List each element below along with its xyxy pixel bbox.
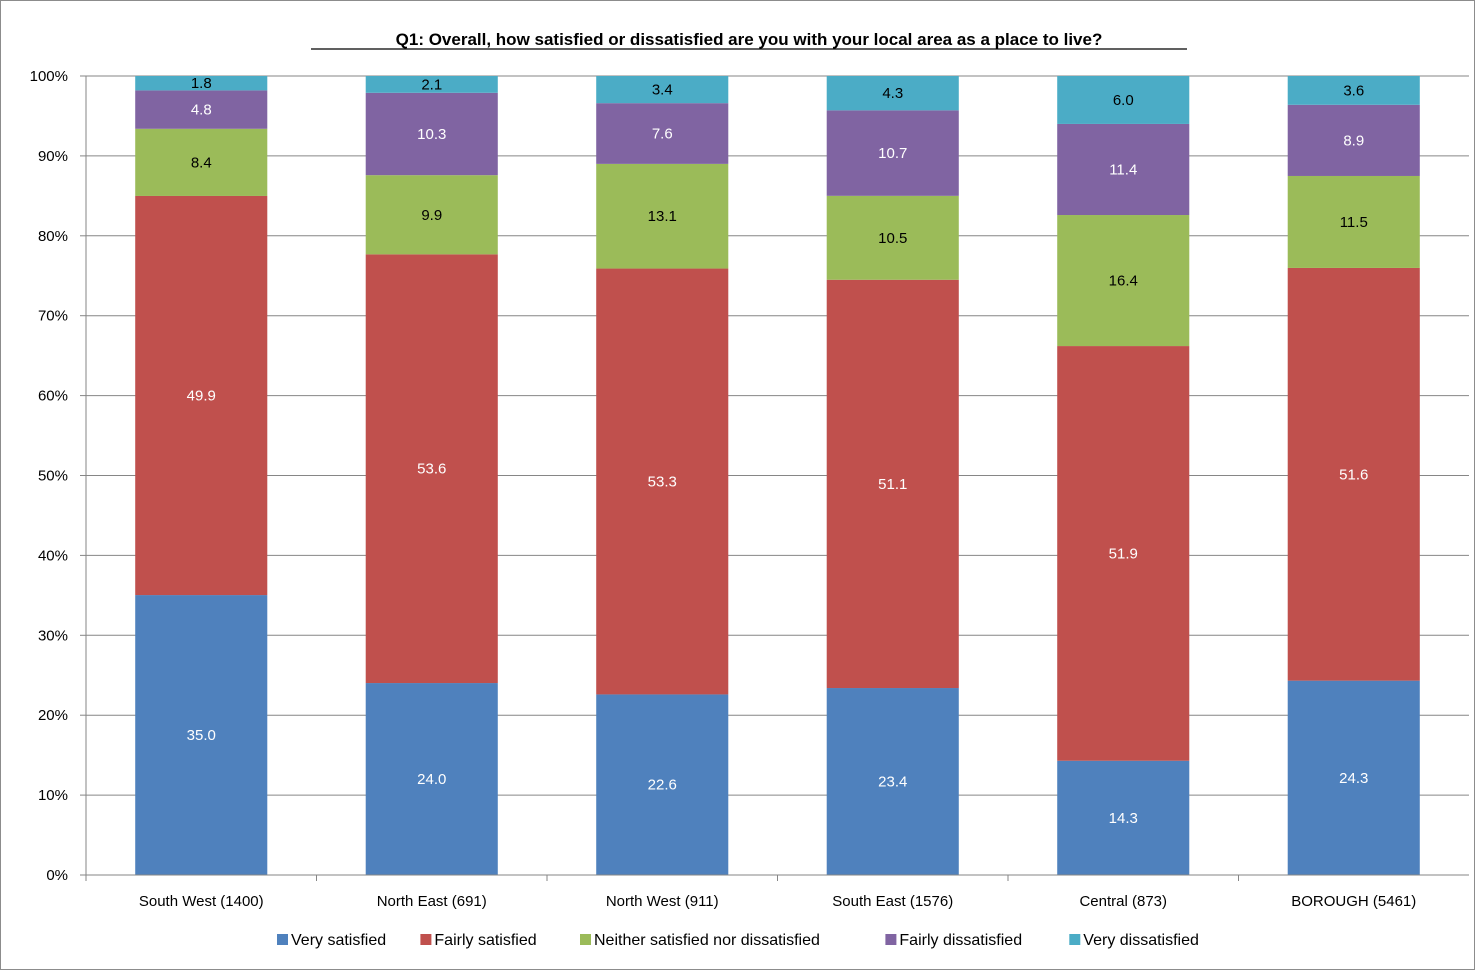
x-tick-label: Central (873) bbox=[1079, 893, 1167, 910]
x-tick-label: BOROUGH (5461) bbox=[1291, 893, 1416, 910]
y-tick-label: 0% bbox=[46, 867, 68, 884]
legend-swatch-very-satisfied bbox=[277, 934, 288, 945]
bar-segment-neither-satisfied-nor-dissatisfied bbox=[826, 195, 959, 280]
data-label: 10.5 bbox=[878, 230, 907, 247]
bar-segment-neither-satisfied-nor-dissatisfied bbox=[365, 175, 498, 255]
data-label: 7.6 bbox=[652, 126, 673, 143]
legend-label-neither-satisfied-nor-dissatisfied: Neither satisfied nor dissatisfied bbox=[594, 932, 820, 949]
data-label: 4.3 bbox=[882, 85, 903, 102]
bar-segment-fairly-dissatisfied bbox=[596, 103, 729, 164]
data-label: 53.3 bbox=[648, 473, 677, 490]
data-label: 4.8 bbox=[191, 102, 212, 119]
data-label: 23.4 bbox=[878, 774, 907, 791]
y-tick-label: 70% bbox=[38, 308, 68, 325]
bar-segment-very-dissatisfied bbox=[1057, 76, 1190, 124]
axes bbox=[80, 75, 1469, 876]
legend: Very satisfied Fairly satisfied Neither sa… bbox=[277, 932, 1199, 949]
legend-label-fairly-satisfied: Fairly satisfied bbox=[434, 932, 536, 949]
y-tick-label: 50% bbox=[38, 468, 68, 485]
data-label: 11.4 bbox=[1109, 161, 1137, 178]
data-label: 6.0 bbox=[1113, 92, 1134, 109]
data-label: 22.6 bbox=[648, 777, 677, 794]
x-tick-label: North East (691) bbox=[377, 893, 487, 910]
bar-segment-fairly-dissatisfied bbox=[365, 92, 498, 176]
bar-segment-fairly-dissatisfied bbox=[1057, 123, 1190, 216]
data-label: 24.0 bbox=[417, 771, 446, 788]
legend-label-very-satisfied: Very satisfied bbox=[291, 932, 386, 949]
data-label: 10.3 bbox=[417, 126, 446, 143]
bar-segment-fairly-satisfied bbox=[1287, 267, 1420, 681]
bar-segment-very-satisfied bbox=[365, 683, 498, 875]
legend-label-fairly-dissatisfied: Fairly dissatisfied bbox=[899, 932, 1022, 949]
y-tick-label: 40% bbox=[38, 547, 68, 564]
data-label: 24.3 bbox=[1339, 770, 1368, 787]
data-label: 53.6 bbox=[417, 461, 446, 478]
x-tick-label: South East (1576) bbox=[832, 893, 953, 910]
data-label: 1.8 bbox=[191, 75, 212, 92]
data-label: 51.6 bbox=[1339, 466, 1368, 483]
bar-segment-very-satisfied bbox=[596, 694, 729, 875]
bar-segment-very-dissatisfied bbox=[1287, 76, 1420, 105]
chart-title: Q1: Overall, how satisfied or dissatisfi… bbox=[396, 30, 1103, 49]
bar-segment-very-satisfied bbox=[135, 595, 268, 875]
data-label: 11.5 bbox=[1340, 214, 1368, 231]
bar-segment-neither-satisfied-nor-dissatisfied bbox=[135, 128, 268, 196]
data-label: 8.4 bbox=[191, 154, 212, 171]
data-label: 14.3 bbox=[1109, 810, 1138, 827]
bars bbox=[135, 76, 1420, 875]
data-label: 35.0 bbox=[187, 727, 216, 744]
data-label: 9.9 bbox=[421, 207, 442, 224]
bar-segment-neither-satisfied-nor-dissatisfied bbox=[1057, 215, 1190, 347]
data-label: 8.9 bbox=[1343, 132, 1364, 149]
x-tick-label: South West (1400) bbox=[139, 893, 264, 910]
y-tick-label: 10% bbox=[38, 787, 68, 804]
y-tick-label: 80% bbox=[38, 228, 68, 245]
bar-segment-fairly-satisfied bbox=[1057, 346, 1190, 761]
bar-segment-fairly-dissatisfied bbox=[1287, 104, 1420, 176]
y-tick-label: 90% bbox=[38, 148, 68, 165]
data-label: 3.6 bbox=[1343, 82, 1364, 99]
data-label: 16.4 bbox=[1109, 273, 1138, 290]
data-label: 2.1 bbox=[421, 76, 442, 93]
legend-label-very-dissatisfied: Very dissatisfied bbox=[1083, 932, 1199, 949]
bar-segment-very-satisfied bbox=[1057, 760, 1190, 875]
bar-segment-very-dissatisfied bbox=[135, 76, 268, 91]
data-label: 10.7 bbox=[878, 145, 907, 162]
y-axis-tick-labels: 0% 10% 20% 30% 40% 50% 60% 70% 80% 90% 100% bbox=[30, 68, 68, 884]
bar-segment-fairly-dissatisfied bbox=[135, 90, 268, 129]
legend-swatch-very-dissatisfied bbox=[1069, 934, 1081, 945]
data-label: 49.9 bbox=[187, 388, 216, 405]
bar-segment-fairly-satisfied bbox=[135, 195, 268, 596]
gridlines bbox=[86, 75, 1469, 796]
bar-segment-neither-satisfied-nor-dissatisfied bbox=[596, 163, 729, 269]
bar-segment-very-dissatisfied bbox=[365, 76, 498, 93]
bar-segment-fairly-satisfied bbox=[596, 268, 729, 695]
data-label: 13.1 bbox=[648, 208, 677, 225]
bar-segment-very-dissatisfied bbox=[596, 76, 729, 104]
bar-segment-very-satisfied bbox=[1287, 680, 1420, 875]
data-label: 51.9 bbox=[1109, 545, 1138, 562]
bar-segment-very-satisfied bbox=[826, 688, 959, 875]
bar-segment-very-dissatisfied bbox=[826, 76, 959, 111]
data-labels: 35.0 49.9 8.4 4.8 1.8 24.0 53.6 9.9 10.3 2.1 22.6 5… bbox=[187, 75, 1369, 827]
y-tick-label: 60% bbox=[38, 388, 68, 405]
data-label: 3.4 bbox=[652, 82, 673, 99]
data-label: 51.1 bbox=[878, 476, 907, 493]
legend-swatch-fairly-satisfied bbox=[420, 934, 432, 945]
legend-swatch-fairly-dissatisfied bbox=[885, 934, 897, 945]
legend-swatch-neither-satisfied-nor-dissatisfied bbox=[580, 934, 591, 945]
bar-segment-fairly-dissatisfied bbox=[826, 110, 959, 196]
y-tick-label: 100% bbox=[30, 68, 68, 85]
y-tick-label: 20% bbox=[38, 707, 68, 724]
y-tick-label: 30% bbox=[38, 627, 68, 644]
x-axis-tick-labels: South West (1400) North East (691) North W… bbox=[85, 875, 1416, 910]
bar-segment-neither-satisfied-nor-dissatisfied bbox=[1287, 175, 1420, 268]
x-tick-label: North West (911) bbox=[606, 893, 719, 910]
bar-segment-fairly-satisfied bbox=[826, 279, 959, 689]
bar-segment-fairly-satisfied bbox=[365, 254, 498, 684]
